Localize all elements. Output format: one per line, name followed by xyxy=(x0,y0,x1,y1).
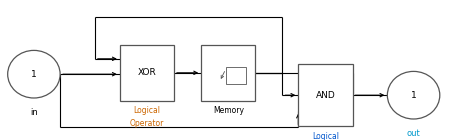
Text: Logical: Logical xyxy=(311,132,338,140)
Text: Operator: Operator xyxy=(129,119,164,128)
Text: in: in xyxy=(30,108,38,117)
Bar xyxy=(201,45,255,101)
Text: Logical: Logical xyxy=(133,106,160,115)
Text: 1: 1 xyxy=(31,70,37,79)
Ellipse shape xyxy=(8,50,60,98)
Bar xyxy=(120,45,174,101)
Text: out: out xyxy=(406,129,419,138)
Text: Memory: Memory xyxy=(212,106,243,115)
Text: AND: AND xyxy=(315,91,335,100)
Bar xyxy=(298,64,352,126)
Ellipse shape xyxy=(387,71,439,119)
Text: 1: 1 xyxy=(410,91,415,100)
Text: XOR: XOR xyxy=(137,68,156,77)
Bar xyxy=(226,66,245,84)
